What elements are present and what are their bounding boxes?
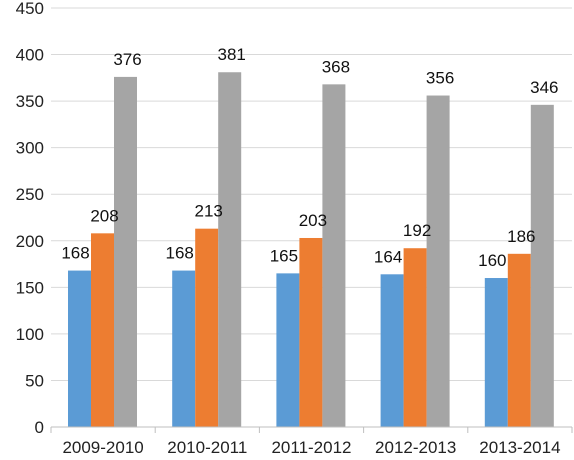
- bar: [68, 270, 91, 427]
- data-label: 186: [507, 227, 535, 246]
- bar: [299, 237, 323, 427]
- data-label: 164: [374, 247, 402, 266]
- data-label: 213: [195, 202, 223, 221]
- data-label: 160: [478, 251, 506, 270]
- x-tick-label: 2013-2014: [479, 438, 560, 457]
- data-label: 165: [270, 246, 298, 265]
- data-label: 368: [322, 57, 350, 76]
- data-label: 208: [90, 206, 118, 225]
- y-tick-label: 400: [16, 46, 44, 65]
- x-tick-label: 2011-2012: [271, 438, 351, 457]
- bar: [114, 76, 137, 427]
- bar: [426, 95, 450, 427]
- bar: [172, 270, 196, 427]
- bars: [68, 72, 554, 428]
- bar: [91, 233, 114, 427]
- data-label: 168: [61, 244, 89, 263]
- data-label: 376: [113, 50, 141, 69]
- bar: [195, 228, 219, 427]
- bar: [380, 274, 404, 427]
- data-labels: 1682083761682133811652033681641923561601…: [61, 45, 558, 270]
- y-tick-label: 100: [16, 325, 44, 344]
- bar: [403, 248, 427, 427]
- data-label: 356: [426, 69, 454, 88]
- bar: [484, 278, 508, 427]
- data-label: 192: [403, 221, 431, 240]
- data-label: 203: [299, 211, 327, 230]
- x-tick-label: 2012-2013: [375, 438, 456, 457]
- axes: 0 50 100 150 200 250 300 350 400 450 2009-2010 2010…: [16, 0, 573, 457]
- bar: [530, 104, 554, 427]
- x-tick-label: 2010-2011: [167, 438, 247, 457]
- y-tick-label: 450: [16, 0, 44, 18]
- x-tick-label: 2009-2010: [62, 438, 143, 457]
- data-label: 346: [530, 78, 558, 97]
- bar: [276, 273, 300, 427]
- bar: [322, 84, 346, 428]
- gridlines: [51, 7, 572, 381]
- bar: [218, 72, 242, 427]
- y-tick-label: 0: [35, 418, 44, 437]
- y-tick-label: 150: [16, 278, 44, 297]
- y-tick-label: 50: [25, 371, 44, 390]
- y-tick-label: 300: [16, 139, 44, 158]
- bar: [507, 253, 531, 427]
- y-tick-label: 250: [16, 185, 44, 204]
- data-label: 381: [218, 45, 246, 64]
- y-tick-label: 350: [16, 92, 44, 111]
- data-label: 168: [166, 244, 194, 263]
- y-tick-label: 200: [16, 232, 44, 251]
